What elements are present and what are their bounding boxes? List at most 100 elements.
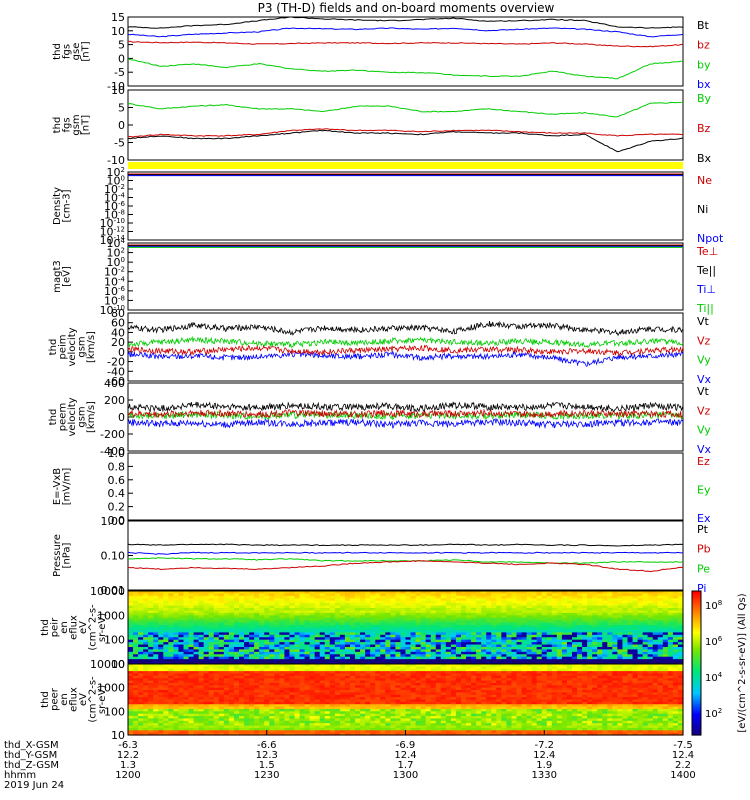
spectrogram-cell bbox=[521, 642, 528, 646]
spectrogram-cell bbox=[587, 634, 593, 638]
spectrogram-cell bbox=[148, 622, 154, 626]
spectrogram-cell bbox=[128, 610, 134, 614]
spectrogram-cell bbox=[476, 603, 482, 607]
spectrogram-cell bbox=[390, 659, 397, 663]
spectrogram-cell bbox=[461, 612, 467, 616]
spectrogram-cell bbox=[334, 690, 341, 693]
spectrogram-cell bbox=[582, 600, 588, 604]
y-axis-label: eflux bbox=[69, 615, 80, 640]
spectrogram-cell bbox=[445, 661, 452, 665]
spectrogram-cell bbox=[466, 632, 472, 636]
spectrogram-cell bbox=[158, 699, 164, 703]
spectrogram-cell bbox=[455, 634, 462, 638]
spectrogram-cell bbox=[173, 690, 180, 693]
spectrogram-cell bbox=[233, 704, 240, 708]
spectrogram-cell bbox=[551, 644, 558, 648]
spectrogram-cell bbox=[294, 675, 301, 679]
spectrogram-cell bbox=[259, 620, 265, 624]
spectrogram-cell bbox=[314, 642, 321, 646]
spectrogram-cell bbox=[521, 649, 528, 653]
spectrogram-cell bbox=[481, 632, 487, 636]
spectrogram-cell bbox=[188, 673, 195, 677]
spectrogram-cell bbox=[228, 678, 235, 682]
spectrogram-cell bbox=[637, 646, 644, 650]
spectrogram-cell bbox=[350, 661, 356, 665]
colorbar-cell bbox=[692, 598, 701, 602]
spectrogram-cell bbox=[304, 656, 311, 660]
spectrogram-cell bbox=[642, 608, 649, 612]
spectrogram-cell bbox=[445, 595, 452, 599]
spectrogram-cell bbox=[355, 654, 361, 658]
spectrogram-cell bbox=[561, 612, 568, 616]
spectrogram-cell bbox=[203, 651, 210, 655]
spectrogram-cell bbox=[153, 697, 159, 701]
spectrogram-cell bbox=[133, 627, 139, 631]
spectrogram-cell bbox=[662, 625, 669, 629]
spectrogram-cell bbox=[259, 675, 265, 679]
spectrogram-cell bbox=[329, 649, 336, 653]
spectrogram-cell bbox=[279, 656, 286, 660]
spectrogram-cell bbox=[461, 600, 467, 604]
spectrogram-cell bbox=[496, 659, 502, 663]
spectrogram-cell bbox=[284, 608, 291, 612]
spectrogram-cell bbox=[314, 718, 321, 722]
spectrogram-cell bbox=[153, 593, 159, 597]
spectrogram-cell bbox=[148, 654, 154, 658]
spectrogram-cell bbox=[466, 659, 472, 663]
spectrogram-cell bbox=[390, 603, 397, 607]
spectrogram-cell bbox=[173, 673, 180, 677]
spectrogram-cell bbox=[284, 694, 291, 698]
spectrogram-cell bbox=[218, 685, 225, 689]
spectrogram-cell bbox=[128, 720, 134, 724]
spectrogram-cell bbox=[279, 651, 286, 655]
spectrogram-cell bbox=[213, 675, 220, 679]
spectrogram-cell bbox=[546, 659, 553, 663]
spectrogram-cell bbox=[138, 694, 144, 698]
spectrogram-cell bbox=[329, 730, 336, 734]
spectrogram-cell bbox=[244, 664, 250, 667]
spectrogram-cell bbox=[213, 644, 220, 648]
spectrogram-cell bbox=[183, 617, 190, 621]
spectrogram-cell bbox=[491, 625, 497, 629]
spectrogram-cell bbox=[471, 651, 477, 655]
spectrogram-cell bbox=[284, 617, 291, 621]
spectrogram-cell bbox=[254, 632, 260, 636]
spectrogram-cell bbox=[324, 690, 331, 693]
spectrogram-cell bbox=[168, 612, 175, 616]
spectrogram-cell bbox=[198, 627, 205, 631]
spectrogram-cell bbox=[299, 664, 306, 667]
spectrogram-cell bbox=[289, 661, 296, 665]
spectrogram-cell bbox=[385, 649, 391, 653]
spectrogram-cell bbox=[203, 720, 210, 724]
spectrogram-cell bbox=[163, 706, 169, 710]
spectrogram-cell bbox=[254, 727, 260, 731]
colorbar-cell bbox=[692, 696, 701, 700]
spectrogram-cell bbox=[163, 690, 169, 693]
spectrogram-cell bbox=[239, 593, 245, 597]
spectrogram-cell bbox=[350, 656, 356, 660]
spectrogram-cell bbox=[183, 632, 190, 636]
spectrogram-cell bbox=[395, 608, 402, 612]
colorbar-cell bbox=[692, 639, 701, 642]
spectrogram-cell bbox=[213, 711, 220, 715]
spectrogram-cell bbox=[163, 608, 169, 612]
spectrogram-cell bbox=[546, 654, 553, 658]
spectrogram-cell bbox=[445, 627, 452, 631]
spectrogram-cell bbox=[329, 725, 336, 729]
spectrogram-cell bbox=[471, 642, 477, 646]
spectrogram-cell bbox=[592, 651, 598, 655]
spectrogram-cell bbox=[642, 622, 649, 626]
spectrogram-cell bbox=[188, 666, 195, 670]
spectrogram-cell bbox=[213, 704, 220, 708]
spectrogram-cell bbox=[370, 610, 376, 614]
spectrogram-cell bbox=[546, 603, 553, 607]
spectrogram-cell bbox=[274, 666, 280, 670]
spectrogram-cell bbox=[526, 639, 533, 643]
spectrogram-cell bbox=[319, 617, 326, 621]
spectrogram-cell bbox=[329, 711, 336, 715]
spectrogram-cell bbox=[249, 680, 255, 684]
spectrogram-cell bbox=[148, 706, 154, 710]
spectrogram-cell bbox=[228, 649, 235, 653]
spectrogram-cell bbox=[274, 612, 280, 616]
spectrogram-cell bbox=[244, 608, 250, 612]
